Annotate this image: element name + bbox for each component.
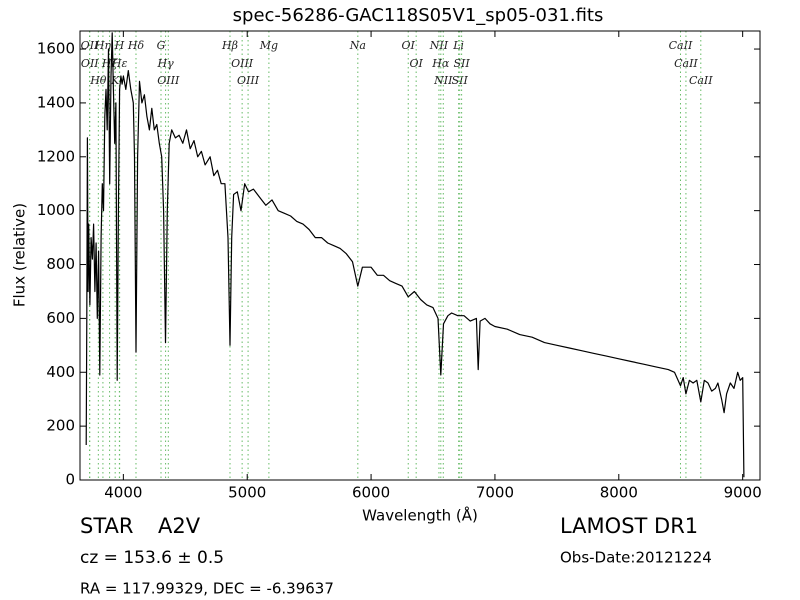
- spectral-line-label: OII: [81, 57, 99, 70]
- spectral-line-label: G: [157, 39, 166, 52]
- spectral-line-label: CaII: [674, 57, 698, 70]
- x-tick-label: 9000: [724, 484, 762, 502]
- plot-frame: [79, 30, 761, 481]
- y-tick-label: 1600: [37, 40, 75, 58]
- x-tick-label: 6000: [352, 484, 390, 502]
- y-tick-label: 800: [46, 255, 75, 273]
- chart-title: spec-56286-GAC118S05V1_sp05-031.fits: [233, 5, 604, 26]
- y-tick-label: 1400: [37, 93, 75, 111]
- y-tick-label: 200: [46, 417, 75, 435]
- spectral-line-label: OIII: [157, 74, 180, 87]
- spectral-line-label: OIII: [237, 74, 260, 87]
- spectral-line-label: Li: [452, 39, 464, 52]
- x-tick-label: 4000: [104, 484, 142, 502]
- obs-date: Obs-Date:20121224: [560, 549, 712, 567]
- coordinates: RA = 117.99329, DEC = -6.39637: [80, 580, 334, 598]
- spectral-line-label: Hδ: [127, 39, 145, 52]
- spectral-line-label: Mg: [259, 39, 278, 52]
- x-tick-label: 8000: [600, 484, 638, 502]
- spectrum-line: [85, 32, 745, 478]
- spectral-line-label: Hε: [111, 57, 128, 70]
- spectral-line-label: NII: [429, 39, 449, 52]
- spectral-line-label: SII: [452, 74, 469, 87]
- spectral-line-label: Na: [349, 39, 366, 52]
- spectral-line-label: SII: [454, 57, 471, 70]
- spectral-line-label: Hη: [94, 39, 112, 52]
- y-tick-label: 600: [46, 309, 75, 327]
- spectral-line-label: OIII: [231, 57, 254, 70]
- spectral-line-label: OI: [402, 39, 416, 52]
- x-tick-label: 7000: [476, 484, 514, 502]
- spectral-line-label: NII: [433, 74, 453, 87]
- spectral-line-label: K: [110, 74, 120, 87]
- y-axis-label: Flux (relative): [11, 203, 29, 307]
- y-tick-label: 0: [65, 471, 75, 489]
- spectral-line-label: Hθ: [89, 74, 107, 87]
- spectral-line-label: Hα: [431, 57, 450, 70]
- y-tick-label: 1200: [37, 147, 75, 165]
- y-tick-label: 1000: [37, 201, 75, 219]
- spectral-line-label: CaII: [689, 74, 713, 87]
- spectral-line-label: Hζ: [101, 57, 119, 70]
- redshift: cz = 153.6 ± 0.5: [80, 548, 224, 568]
- spectral-line-label: OI: [409, 57, 423, 70]
- class: STAR: [80, 514, 133, 538]
- spectral-line-label: Hβ: [221, 39, 238, 52]
- spectral-line-label: Hγ: [157, 57, 175, 70]
- spectral-line-label: H: [114, 39, 125, 52]
- x-tick-label: 5000: [228, 484, 266, 502]
- subclass: A2V: [158, 514, 201, 538]
- y-tick-label: 400: [46, 363, 75, 381]
- x-axis-label: Wavelength (Å): [362, 506, 478, 525]
- spectral-line-label: CaII: [669, 39, 693, 52]
- survey: LAMOST DR1: [560, 514, 698, 538]
